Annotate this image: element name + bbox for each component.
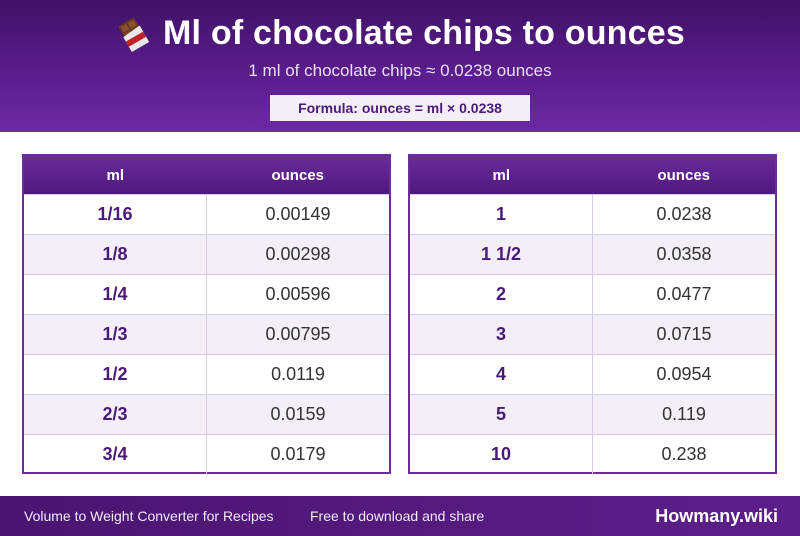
ml-cell: 1/8	[24, 235, 207, 274]
conversion-table-left: ml ounces 1/16 0.00149 1/8 0.00298 1/4 0…	[22, 154, 391, 474]
ounces-cell: 0.00149	[265, 204, 331, 224]
ounces-cell: 0.0238	[656, 204, 712, 224]
table-row: 3/4 0.0179	[24, 434, 389, 474]
column-header-ounces: ounces	[657, 166, 710, 184]
table-row: 1/3 0.00795	[24, 314, 389, 354]
table-body: 1 0.0238 1 1/2 0.0358 2 0.0477 3 0.0715 …	[410, 194, 775, 474]
header: Ml of chocolate chips to ounces 1 ml of …	[0, 0, 800, 132]
ounces-cell: 0.238	[661, 444, 707, 464]
conversion-table-right: ml ounces 1 0.0238 1 1/2 0.0358 2 0.0477…	[408, 154, 777, 474]
table-row: 1/2 0.0119	[24, 354, 389, 394]
ml-cell: 1/2	[24, 355, 207, 394]
ml-cell: 1/3	[24, 315, 207, 354]
table-row: 3 0.0715	[410, 314, 775, 354]
table-header: ml ounces	[24, 156, 389, 194]
ml-cell: 1 1/2	[410, 235, 593, 274]
chocolate-bar-icon	[118, 17, 150, 52]
ml-cell: 1/16	[24, 195, 207, 234]
table-row: 2 0.0477	[410, 274, 775, 314]
brand-logo[interactable]: Howmany.wiki	[655, 505, 778, 526]
ounces-cell: 0.0954	[656, 364, 712, 384]
ounces-cell: 0.0119	[271, 364, 325, 384]
ounces-cell: 0.00298	[265, 244, 331, 264]
page-title: Ml of chocolate chips to ounces	[163, 14, 685, 52]
ml-cell: 2	[410, 275, 593, 314]
table-row: 4 0.0954	[410, 354, 775, 394]
ounces-cell: 0.0715	[656, 324, 712, 344]
table-row: 2/3 0.0159	[24, 394, 389, 434]
ounces-cell: 0.0358	[656, 244, 712, 264]
ml-cell: 4	[410, 355, 593, 394]
table-row: 1/4 0.00596	[24, 274, 389, 314]
ounces-cell: 0.119	[662, 404, 706, 424]
column-header-ml: ml	[106, 166, 124, 184]
table-row: 5 0.119	[410, 394, 775, 434]
ml-cell: 3	[410, 315, 593, 354]
table-row: 1 0.0238	[410, 194, 775, 234]
column-header-ounces: ounces	[271, 166, 324, 184]
footer: Volume to Weight Converter for Recipes F…	[0, 496, 800, 536]
table-row: 1 1/2 0.0358	[410, 234, 775, 274]
ounces-cell: 0.0477	[656, 284, 712, 304]
footer-tagline: Volume to Weight Converter for Recipes	[24, 508, 274, 524]
table-body: 1/16 0.00149 1/8 0.00298 1/4 0.00596 1/3…	[24, 194, 389, 474]
ounces-cell: 0.00795	[265, 324, 331, 344]
ounces-cell: 0.0179	[270, 444, 326, 464]
ml-cell: 2/3	[24, 395, 207, 434]
footer-share-note: Free to download and share	[310, 508, 485, 524]
subtitle: 1 ml of chocolate chips ≈ 0.0238 ounces	[248, 61, 552, 80]
ml-cell: 1	[410, 195, 593, 234]
table-header: ml ounces	[410, 156, 775, 194]
table-row: 1/16 0.00149	[24, 194, 389, 234]
ounces-cell: 0.0159	[270, 404, 326, 424]
ml-cell: 5	[410, 395, 593, 434]
table-row: 10 0.238	[410, 434, 775, 474]
ml-cell: 10	[410, 435, 593, 474]
ml-cell: 3/4	[24, 435, 207, 474]
title-row: Ml of chocolate chips to ounces	[0, 14, 800, 53]
formula-box: Formula: ounces = ml × 0.0238	[270, 95, 530, 121]
table-row: 1/8 0.00298	[24, 234, 389, 274]
ounces-cell: 0.00596	[265, 284, 331, 304]
column-header-ml: ml	[492, 166, 510, 184]
ml-cell: 1/4	[24, 275, 207, 314]
